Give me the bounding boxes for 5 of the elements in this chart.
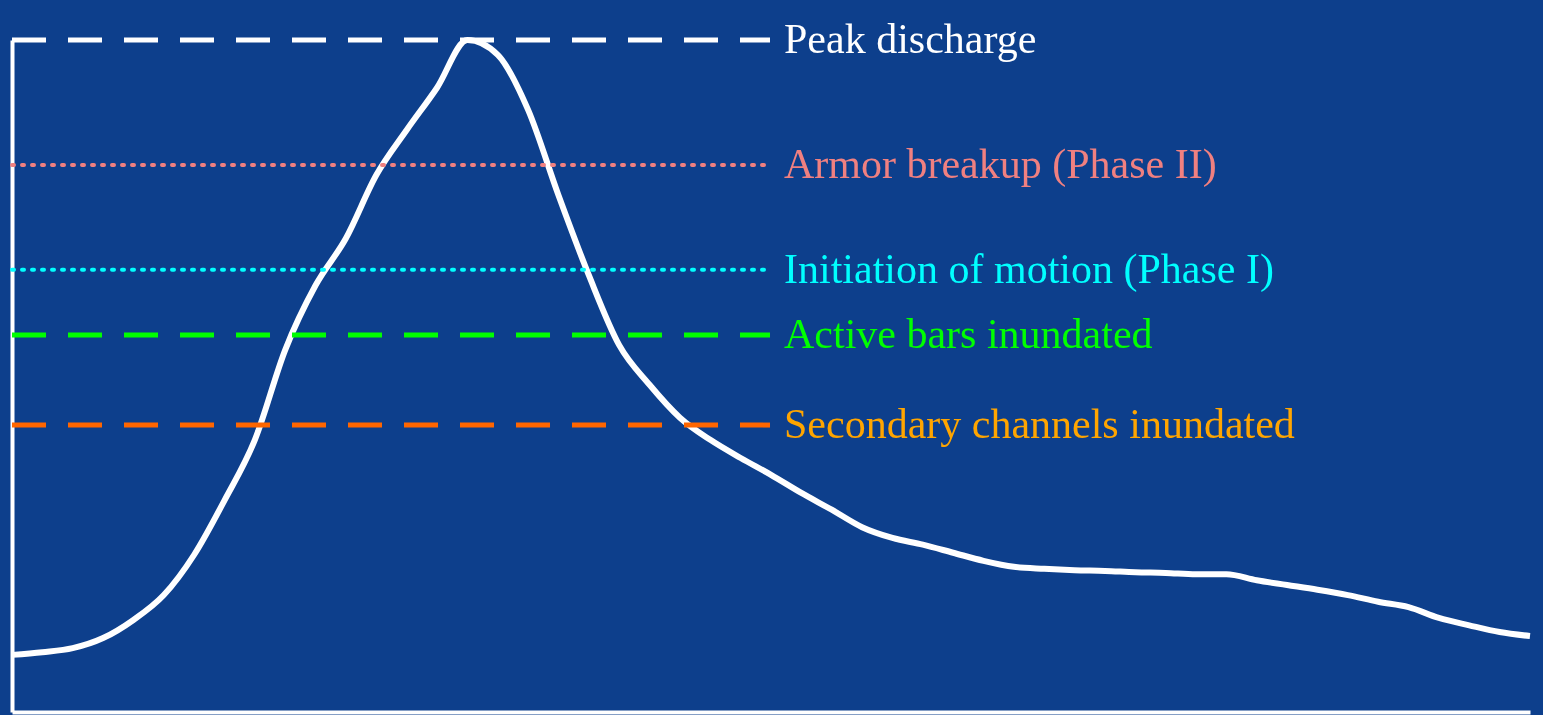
- ref-line-label: Initiation of motion (Phase I): [784, 245, 1274, 293]
- ref-line-label: Secondary channels inundated: [784, 401, 1295, 448]
- ref-line-label: Active bars inundated: [784, 311, 1153, 358]
- ref-line-label: Armor breakup (Phase II): [784, 140, 1217, 188]
- ref-line-label: Peak discharge: [784, 16, 1037, 62]
